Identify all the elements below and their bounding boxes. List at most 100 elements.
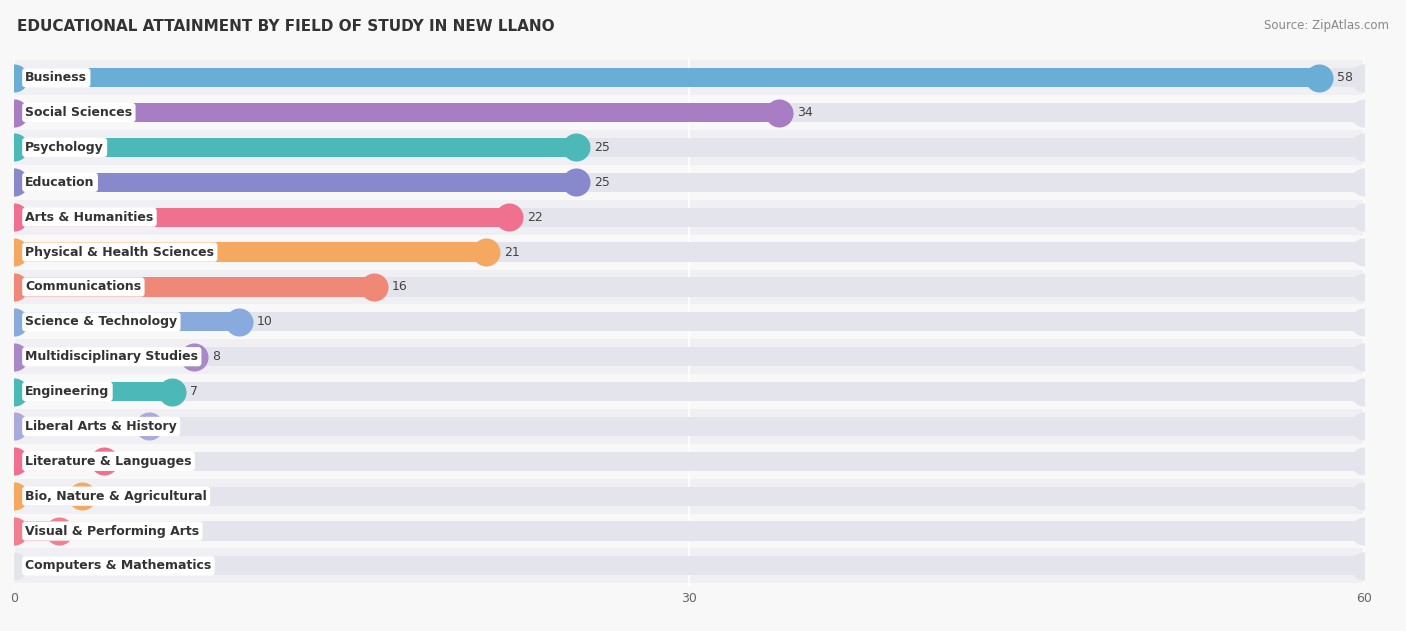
Bar — [14, 452, 104, 471]
Point — [3, 387, 25, 397]
Bar — [14, 514, 1364, 548]
Point — [1353, 351, 1375, 362]
Point — [3, 526, 25, 536]
Bar — [14, 138, 1364, 157]
Point — [1353, 491, 1375, 501]
Point — [1353, 247, 1375, 257]
Text: Computers & Mathematics: Computers & Mathematics — [25, 560, 211, 572]
Bar — [14, 235, 1364, 269]
Point — [3, 247, 25, 257]
Text: Multidisciplinary Studies: Multidisciplinary Studies — [25, 350, 198, 363]
Point — [1353, 73, 1375, 83]
Point — [1353, 422, 1375, 432]
Text: Business: Business — [25, 71, 87, 84]
Text: 22: 22 — [527, 211, 543, 224]
Point — [3, 422, 25, 432]
Text: Engineering: Engineering — [25, 385, 110, 398]
Bar — [14, 173, 1364, 192]
Point — [3, 212, 25, 222]
Point — [3, 491, 25, 501]
Text: 21: 21 — [505, 245, 520, 259]
Text: 34: 34 — [797, 106, 813, 119]
Text: Psychology: Psychology — [25, 141, 104, 154]
Bar — [14, 242, 1364, 262]
Point — [1308, 73, 1330, 83]
Point — [3, 177, 25, 187]
Text: 25: 25 — [595, 141, 610, 154]
Text: 0: 0 — [32, 560, 39, 572]
Text: Bio, Nature & Agricultural: Bio, Nature & Agricultural — [25, 490, 207, 503]
Point — [3, 456, 25, 466]
Point — [3, 247, 25, 257]
Bar — [14, 95, 1364, 130]
Text: EDUCATIONAL ATTAINMENT BY FIELD OF STUDY IN NEW LLANO: EDUCATIONAL ATTAINMENT BY FIELD OF STUDY… — [17, 19, 554, 34]
Point — [475, 247, 498, 257]
Text: Communications: Communications — [25, 280, 142, 293]
Bar — [14, 521, 1364, 541]
Text: 10: 10 — [257, 316, 273, 328]
Point — [1353, 526, 1375, 536]
Point — [3, 107, 25, 117]
Point — [3, 387, 25, 397]
Bar — [14, 417, 1364, 436]
Point — [3, 143, 25, 153]
Point — [3, 317, 25, 327]
Point — [1353, 317, 1375, 327]
Point — [3, 212, 25, 222]
Bar — [14, 200, 1364, 235]
Bar — [14, 521, 59, 541]
Bar — [14, 409, 1364, 444]
Point — [1353, 282, 1375, 292]
Point — [3, 177, 25, 187]
Bar — [14, 339, 1364, 374]
Point — [160, 387, 183, 397]
Bar — [14, 452, 1364, 471]
Point — [1353, 177, 1375, 187]
Bar — [14, 208, 509, 227]
Text: Physical & Health Sciences: Physical & Health Sciences — [25, 245, 214, 259]
Text: 2: 2 — [77, 524, 84, 538]
Bar — [14, 208, 1364, 227]
Point — [3, 491, 25, 501]
Text: 25: 25 — [595, 176, 610, 189]
Bar — [14, 68, 1319, 87]
Text: Arts & Humanities: Arts & Humanities — [25, 211, 153, 224]
Bar — [14, 304, 1364, 339]
Point — [3, 282, 25, 292]
Bar — [14, 444, 1364, 479]
Point — [3, 351, 25, 362]
Point — [565, 143, 588, 153]
Bar — [14, 312, 239, 331]
Point — [1353, 456, 1375, 466]
Bar — [14, 312, 1364, 331]
Text: 58: 58 — [1337, 71, 1353, 84]
Point — [70, 491, 93, 501]
Bar — [14, 278, 1364, 297]
Point — [3, 143, 25, 153]
Text: Liberal Arts & History: Liberal Arts & History — [25, 420, 177, 433]
Point — [228, 317, 250, 327]
Point — [3, 73, 25, 83]
Point — [1353, 143, 1375, 153]
Point — [1353, 107, 1375, 117]
Bar — [14, 487, 1364, 506]
Point — [3, 526, 25, 536]
Bar — [14, 103, 779, 122]
Point — [183, 351, 205, 362]
Point — [3, 317, 25, 327]
Text: 8: 8 — [212, 350, 219, 363]
Bar — [14, 374, 1364, 409]
Text: 6: 6 — [167, 420, 174, 433]
Text: 3: 3 — [100, 490, 107, 503]
Bar — [14, 382, 172, 401]
Bar — [14, 278, 374, 297]
Text: Literature & Languages: Literature & Languages — [25, 455, 191, 468]
Point — [138, 422, 160, 432]
Point — [3, 422, 25, 432]
Bar — [14, 382, 1364, 401]
Bar — [14, 138, 576, 157]
Bar — [14, 68, 1364, 87]
Point — [93, 456, 115, 466]
Point — [3, 73, 25, 83]
Bar — [14, 347, 1364, 366]
